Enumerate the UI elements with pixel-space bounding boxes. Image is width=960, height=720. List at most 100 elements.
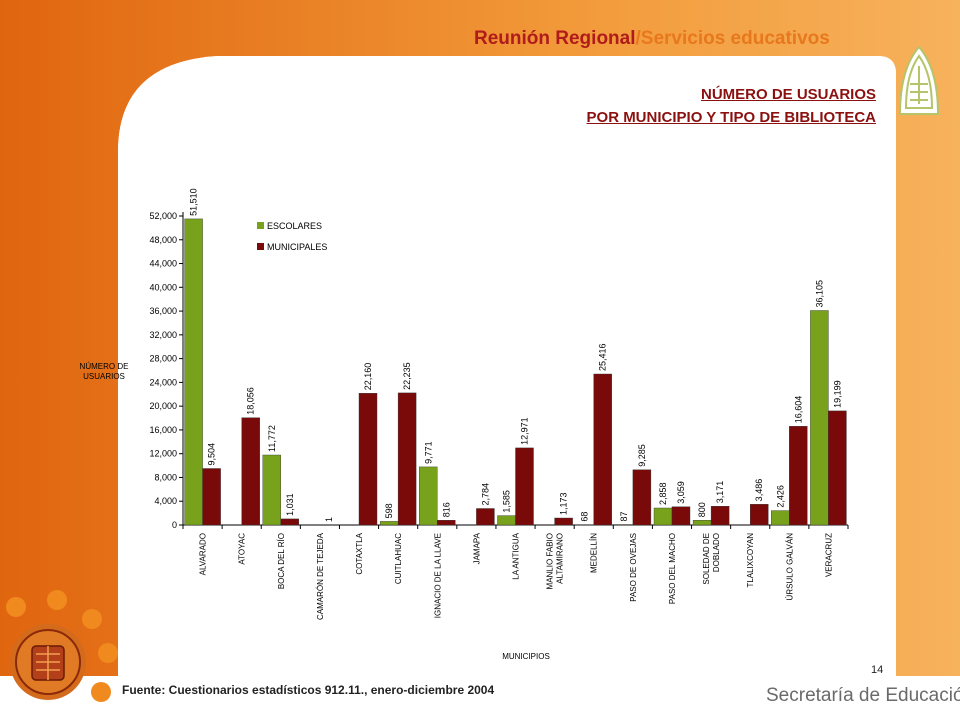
data-label: 18,056	[246, 387, 256, 415]
chart-subtitle-line2: POR MUNICIPIO Y TIPO DE BIBLIOTECA	[586, 109, 876, 126]
bar-municipales	[789, 426, 808, 526]
legend-swatch	[257, 222, 264, 229]
category-label: COTAXTLA	[355, 532, 364, 574]
data-label: 51,510	[189, 188, 199, 216]
data-label: 68	[580, 512, 590, 522]
y-tick-label: 48,000	[149, 235, 177, 245]
bar-municipales	[202, 468, 221, 526]
data-label: 25,416	[598, 343, 608, 371]
data-label: 19,199	[832, 380, 842, 408]
source-note: Fuente: Cuestionarios estadísticos 912.1…	[122, 683, 495, 697]
data-label: 9,771	[423, 441, 433, 464]
legend-label: ESCOLARES	[267, 221, 322, 231]
y-tick-label: 12,000	[149, 449, 177, 459]
category-label: CAMARÓN DE TEJEDA	[316, 532, 325, 620]
category-label: ATOYAC	[238, 533, 247, 565]
y-tick-label: 0	[172, 520, 177, 530]
legend-label: MUNICIPALES	[267, 242, 327, 252]
x-axis-label: MUNICIPIOS	[502, 652, 550, 661]
y-tick-label: 4,000	[154, 496, 177, 506]
data-label: 1,173	[559, 492, 569, 515]
y-tick-label: 32,000	[149, 330, 177, 340]
y-tick-label: 52,000	[149, 211, 177, 221]
category-label: BOCA DEL RÍO	[277, 533, 286, 589]
category-label: MEDELLÍN	[590, 533, 599, 573]
title-part1: Reunión Regional	[474, 28, 636, 49]
chart-subtitle-line1: NÚMERO DE USUARIOS	[700, 86, 876, 103]
decorative-dot-icon	[6, 597, 26, 617]
y-tick-label: 36,000	[149, 306, 177, 316]
category-label: IGNACIO DE LA LLAVE	[433, 533, 442, 618]
category-label: CUITLAHUAC	[394, 533, 403, 584]
logo-icon	[898, 45, 940, 115]
data-label: 1	[324, 517, 334, 522]
data-label: 36,105	[814, 280, 824, 308]
bar-municipales	[358, 393, 378, 526]
bar-municipales	[241, 417, 260, 526]
bar-escolares	[262, 454, 281, 526]
category-label: LA ANTIGUA	[512, 532, 521, 579]
data-label: 22,235	[402, 362, 412, 390]
bar-municipales	[554, 517, 573, 526]
data-label: 3,059	[676, 481, 686, 504]
page-title: Reunión Regional/Servicios educativos	[474, 28, 830, 50]
decorative-dot-icon	[91, 682, 111, 702]
data-label: 9,504	[207, 443, 217, 466]
category-label: DOBLADO	[712, 533, 721, 572]
category-label: ÚRSULO GALVÁN	[785, 533, 794, 601]
y-tick-label: 20,000	[149, 401, 177, 411]
data-label: 816	[441, 502, 451, 517]
bar-municipales	[515, 447, 534, 526]
category-labels: ALVARADO ATOYAC BOCA DEL RÍO CAMARÓN DE TEJ…	[199, 532, 834, 620]
bar-municipales	[397, 392, 417, 526]
bar-municipales	[750, 504, 769, 526]
data-label: 87	[619, 511, 629, 521]
data-label: 11,772	[267, 425, 277, 452]
data-label: 2,858	[658, 482, 668, 505]
category-label: ALTAMIRANO	[556, 533, 565, 584]
bar-municipales	[593, 373, 612, 526]
data-label: 3,486	[754, 479, 764, 502]
y-tick-label: 24,000	[149, 377, 177, 387]
bar-escolares	[380, 521, 399, 526]
y-tick-label: 28,000	[149, 354, 177, 364]
y-tick-label: 44,000	[149, 259, 177, 269]
bars	[184, 218, 847, 526]
bar-municipales	[437, 520, 456, 526]
category-label: JAMAPA	[472, 532, 481, 564]
bar-escolares	[653, 507, 673, 526]
bar-municipales	[710, 506, 730, 526]
data-label: 1,585	[502, 490, 512, 513]
category-label: SOLEDAD DE	[702, 533, 711, 585]
state-seal-icon	[6, 590, 118, 702]
category-label: VERACRUZ	[824, 533, 833, 577]
category-label: PASO DEL MACHO	[668, 533, 677, 604]
page-number: 14	[871, 664, 884, 676]
bar-escolares	[692, 520, 712, 526]
data-label: 22,160	[363, 363, 373, 391]
bar-escolares	[771, 510, 790, 526]
category-label: MANLIO FABIO	[546, 533, 555, 589]
data-label: 1,031	[285, 493, 295, 516]
data-label: 2,426	[775, 485, 785, 508]
legend: ESCOLARES MUNICIPALES	[257, 221, 327, 252]
bar-escolares	[184, 218, 203, 526]
bar-municipales	[632, 469, 652, 526]
y-axis-label-line: USUARIOS	[83, 372, 125, 381]
data-label: 598	[384, 503, 394, 518]
category-label: ALVARADO	[199, 533, 208, 575]
bar-escolares	[497, 515, 516, 526]
decorative-dot-icon	[82, 609, 102, 629]
decorative-dot-icon	[47, 590, 67, 610]
bar-escolares	[810, 310, 829, 526]
data-label: 12,971	[520, 417, 530, 445]
data-label: 800	[697, 502, 707, 517]
legend-swatch	[257, 243, 264, 250]
y-axis-label: NÚMERO DE USUARIOS	[80, 362, 129, 381]
y-tick-label: 16,000	[149, 425, 177, 435]
data-label: 3,171	[715, 481, 725, 504]
bar-municipales	[280, 518, 299, 526]
bar-municipales	[671, 506, 691, 526]
